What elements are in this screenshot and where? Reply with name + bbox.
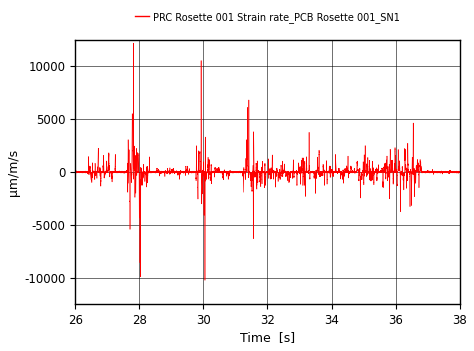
X-axis label: Time  [s]: Time [s] [240, 331, 295, 344]
Y-axis label: μm/m/s: μm/m/s [7, 148, 20, 196]
Legend: PRC Rosette 001 Strain rate_PCB Rosette 001_SN1: PRC Rosette 001 Strain rate_PCB Rosette … [131, 8, 404, 26]
